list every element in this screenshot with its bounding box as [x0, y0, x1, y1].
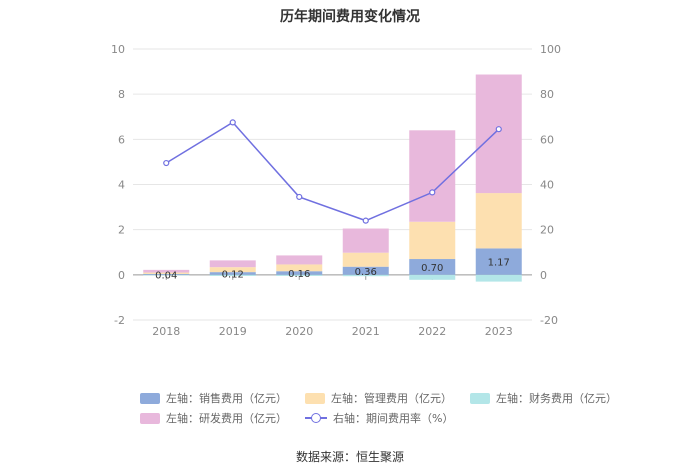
y-right-tick-label: 60: [540, 133, 554, 146]
bar-admin: [209, 267, 256, 273]
x-tick-label: 2018: [152, 325, 180, 338]
y-left-tick-label: -2: [114, 314, 125, 327]
y-right-tick-label: -20: [540, 314, 558, 327]
chart-legend: 左轴：销售费用（亿元） 左轴：管理费用（亿元） 左轴：财务费用（亿元） 左轴：研…: [140, 388, 617, 428]
bar-admin: [342, 252, 389, 267]
bar-finance: [342, 274, 389, 277]
bar-sales: [342, 266, 389, 275]
bar-rnd: [209, 260, 256, 268]
bar-sales: [209, 272, 256, 275]
bar-finance: [409, 274, 456, 280]
legend-item-sales[interactable]: 左轴：销售费用（亿元）: [140, 390, 287, 406]
x-tick-label: 2021: [352, 325, 380, 338]
y-left-tick-label: 8: [118, 88, 125, 101]
legend-swatch-admin: [305, 392, 325, 404]
legend-label-rnd: 左轴：研发费用（亿元）: [166, 412, 287, 425]
legend-item-expense-rate[interactable]: 右轴：期间费用率（%）: [305, 410, 453, 426]
point-expense-rate: [362, 217, 369, 224]
data-label-sales: 0.36: [355, 267, 377, 278]
data-label-sales: 1.17: [488, 258, 510, 269]
x-tick-label: 2019: [219, 325, 247, 338]
bar-sales: [475, 248, 522, 275]
bar-rnd: [409, 130, 456, 222]
data-label-sales: 0.16: [288, 269, 310, 280]
point-expense-rate: [495, 126, 502, 133]
x-tick-label: 2020: [285, 325, 313, 338]
bar-admin: [276, 264, 323, 272]
y-left-tick-label: 0: [118, 269, 125, 282]
point-expense-rate: [163, 159, 170, 167]
bar-rnd: [475, 74, 522, 194]
bar-finance: [475, 274, 522, 282]
x-tick-label: 2022: [418, 325, 446, 338]
bar-finance: [276, 274, 323, 276]
chart-plot: -2 -20 0 0 2 20 4 40 6 60 8 80 10 100 2018 2019 2020 2021…: [111, 43, 561, 338]
y-right-tick-label: 0: [540, 269, 547, 282]
legend-swatch-sales: [140, 392, 160, 404]
y-right-tick-label: 40: [540, 179, 554, 192]
y-left-tick-label: 4: [118, 179, 125, 192]
point-expense-rate: [296, 193, 303, 201]
point-expense-rate: [229, 119, 236, 126]
y-right-tick-label: 100: [540, 43, 561, 56]
data-label-sales: 0.12: [222, 269, 244, 280]
bar-admin: [143, 272, 190, 274]
bar-sales: [143, 273, 190, 275]
legend-item-finance[interactable]: 左轴：财务费用（亿元）: [470, 390, 617, 406]
legend-label-finance: 左轴：财务费用（亿元）: [496, 392, 617, 405]
bar-rnd: [276, 255, 323, 265]
legend-item-admin[interactable]: 左轴：管理费用（亿元）: [305, 390, 452, 406]
legend-swatch-finance: [470, 392, 490, 404]
point-expense-rate: [429, 189, 436, 196]
legend-swatch-rnd: [140, 412, 160, 424]
legend-swatch-expense-rate: [305, 412, 327, 424]
line-expense-rate: [165, 121, 500, 222]
bar-admin: [409, 221, 456, 260]
bar-rnd: [143, 269, 190, 273]
bar-rnd: [342, 228, 389, 253]
y-left-tick-label: 10: [111, 43, 125, 56]
y-left-tick-label: 2: [118, 224, 125, 237]
legend-label-sales: 左轴：销售费用（亿元）: [166, 392, 287, 405]
legend-label-expense-rate: 右轴：期间费用率（%）: [333, 412, 454, 425]
legend-item-rnd[interactable]: 左轴：研发费用（亿元）: [140, 410, 287, 426]
bar-admin: [475, 193, 522, 249]
bar-finance: [143, 274, 190, 276]
y-right-tick-label: 80: [540, 88, 554, 101]
chart-title: 历年期间费用变化情况: [280, 9, 420, 25]
data-label-sales: 0.70: [421, 263, 443, 274]
bar-finance: [209, 274, 256, 276]
data-label-sales: 0.04: [155, 270, 177, 281]
data-source: 数据来源：恒生聚源: [295, 450, 404, 464]
x-tick-label: 2023: [485, 325, 513, 338]
legend-label-admin: 左轴：管理费用（亿元）: [331, 392, 452, 405]
bar-sales: [409, 259, 456, 275]
y-left-tick-label: 6: [118, 133, 125, 146]
bar-sales: [276, 271, 323, 275]
y-right-tick-label: 20: [540, 224, 554, 237]
